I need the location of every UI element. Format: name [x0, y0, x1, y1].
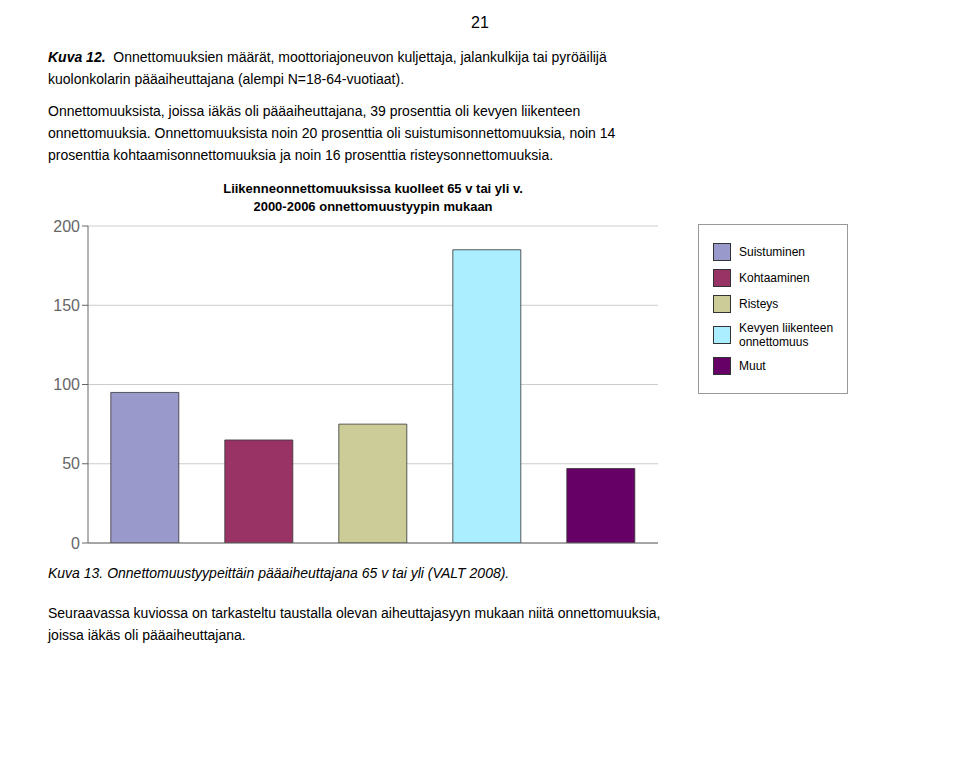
- svg-text:200: 200: [53, 218, 80, 235]
- html-text:2000-2006 onnettomuustyypin mu: 2000-2006 onnettomuustyypin mukaan: [253, 199, 493, 214]
- html-text:Kuva 13. Onnettomuustyypeittäi: Kuva 13. Onnettomuustyypeittäin pääaiheu…: [48, 565, 510, 581]
- html-text:onnettomuus: onnettomuus: [739, 335, 809, 349]
- svg-text:150: 150: [53, 297, 80, 314]
- svg-text:100: 100: [53, 376, 80, 393]
- html-text:Kohtaaminen: Kohtaaminen: [739, 271, 810, 285]
- html-text:onnettomuuksia. Onnettomuuksis: onnettomuuksia. Onnettomuuksista noin 20…: [48, 125, 616, 141]
- html-text:joissa iäkäs oli pääaiheuttaja: joissa iäkäs oli pääaiheuttajana.: [48, 627, 246, 643]
- html-text:kuolonkolarin pääaiheuttajana: kuolonkolarin pääaiheuttajana (alempi N=…: [48, 71, 405, 87]
- html-text:Risteys: Risteys: [739, 297, 779, 311]
- svg-text:50: 50: [62, 455, 80, 472]
- html-text:Kuva 12. Onnettomuuksien määrä: Kuva 12. Onnettomuuksien määrät, moottor…: [48, 49, 607, 65]
- html-text:Seuraavassa kuviossa on tarkas: Seuraavassa kuviossa on tarkasteltu taus…: [48, 605, 661, 621]
- html-text:Kevyen liikenteen: Kevyen liikenteen: [739, 321, 834, 335]
- html-text:Onnettomuuksista, joissa iäkäs: Onnettomuuksista, joissa iäkäs oli pääai…: [48, 103, 581, 119]
- html-text:prosenttia kohtaamisonnettomuu: prosenttia kohtaamisonnettomuuksia ja no…: [48, 147, 554, 163]
- html-text:21: 21: [471, 14, 489, 31]
- html-text:Suistuminen: Suistuminen: [739, 245, 805, 259]
- html-text:Muut: Muut: [739, 359, 766, 373]
- html-text:Liikenneonnettomuuksissa kuoll: Liikenneonnettomuuksissa kuolleet 65 v t…: [223, 181, 523, 196]
- svg-text:0: 0: [71, 535, 80, 552]
